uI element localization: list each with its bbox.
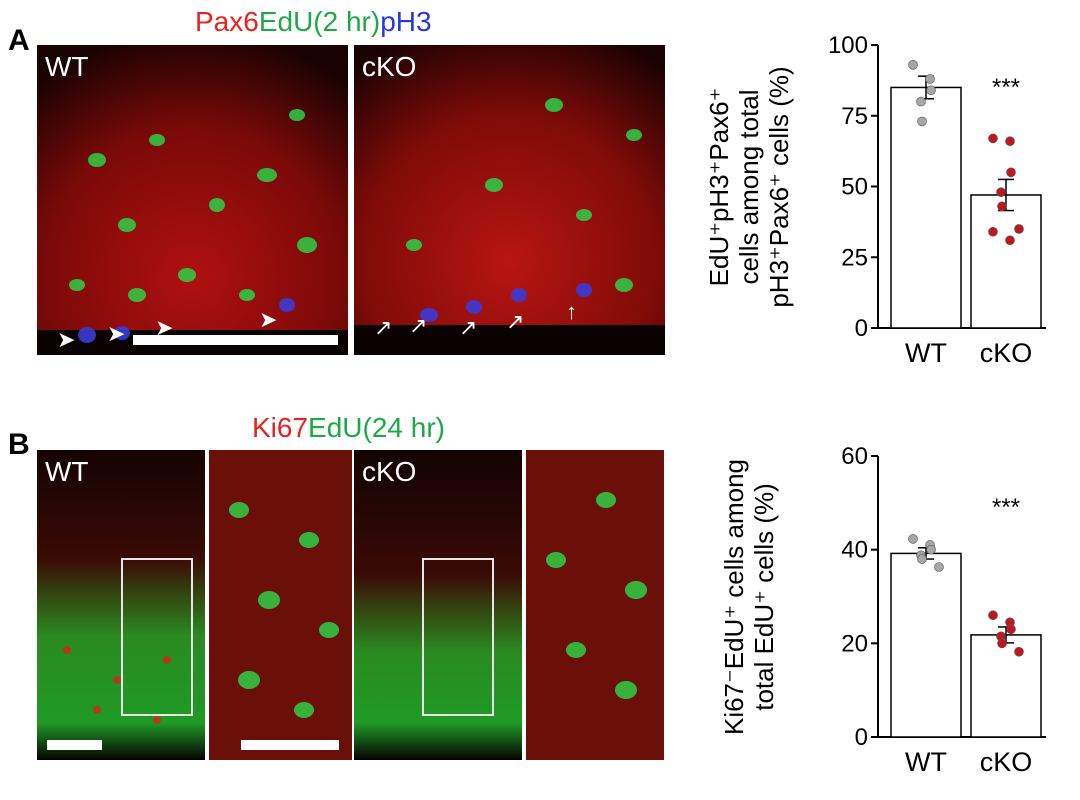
bar-chart-b: 0 20 40 60 WT cKO *** Ki67⁻EdU⁺ cells among tota… (719, 443, 1046, 777)
data-point (926, 544, 936, 555)
bar-cko (970, 194, 1042, 329)
y-tick-label: 0 (855, 724, 868, 751)
open-arrow-icon: ↗ (374, 315, 393, 340)
x-tick-label: WT (905, 338, 947, 368)
open-arrow-icon: ↗ (459, 315, 478, 340)
y-tick-label: 25 (841, 244, 868, 271)
x-tick-label: cKO (980, 747, 1033, 777)
y-tick-label: 50 (841, 174, 868, 201)
open-arrow-icon: ↗ (506, 309, 525, 334)
bar-wt (890, 552, 962, 738)
data-point (917, 554, 927, 564)
y-tick-label: 60 (841, 443, 868, 470)
micrograph-a-wt: WT ➤ ➤ ➤ ➤ (37, 45, 348, 355)
data-point (916, 96, 926, 107)
bar-chart-a: 0 25 50 75 100 WT cKO *** EdU⁺pH3⁺Pax6⁺ cells amo… (704, 32, 1046, 368)
micrograph-a-cko: cKO ↗ ↗ ↗ ↗ ↑ (354, 45, 665, 355)
y-tick-label: 75 (841, 103, 868, 130)
y-axis-label: Ki67⁻EdU⁺ cells among (719, 459, 749, 735)
bar-cko (970, 634, 1042, 738)
micrograph-b-cko-inset (526, 450, 664, 760)
arrowhead-icon: ➤ (259, 307, 278, 332)
data-point (997, 638, 1007, 649)
arrowhead-icon: ➤ (57, 327, 76, 352)
micrograph-texture (354, 45, 665, 355)
arrowhead-icon: ➤ (155, 315, 174, 340)
data-point (1005, 235, 1015, 246)
stain-edu-24hr: EdU(24 hr) (308, 412, 445, 443)
micrograph-texture (526, 450, 664, 760)
data-point (917, 116, 927, 127)
y-tick-label: 40 (841, 537, 868, 564)
data-point (988, 133, 998, 144)
stain-edu-2hr: EdU(2 hr) (258, 6, 381, 37)
micrograph-texture (354, 450, 522, 760)
data-point (926, 85, 936, 96)
open-arrow-icon: ↗ (409, 313, 428, 338)
data-point (988, 226, 998, 237)
y-axis-label: EdU⁺pH3⁺Pax6⁺ (704, 88, 734, 287)
data-point (1006, 624, 1016, 635)
panel-a-stain-title: Pax6EdU(2 hr)pH3 (195, 6, 432, 38)
panel-a-letter: A (8, 24, 30, 57)
significance-label: *** (992, 494, 1020, 521)
micrograph-label: cKO (362, 51, 417, 82)
micrograph-b-wt-inset (209, 450, 352, 760)
inset-box (121, 558, 193, 716)
data-point (1005, 136, 1015, 147)
data-point (908, 534, 918, 544)
micrograph-texture (37, 45, 348, 355)
y-axis-label: total EdU⁺ cells (%) (749, 483, 779, 711)
bar-wt (890, 86, 962, 329)
micrograph-label: WT (45, 456, 89, 487)
significance-label: *** (992, 74, 1020, 101)
x-tick-label: cKO (980, 338, 1033, 368)
micrograph-b-cko: cKO (354, 450, 522, 760)
data-point (988, 610, 998, 621)
y-tick-label: 100 (828, 32, 868, 59)
y-tick-label: 0 (855, 315, 868, 342)
panel-b-letter: B (8, 428, 30, 461)
inset-box (422, 558, 494, 716)
data-point (934, 562, 944, 572)
x-tick-label: WT (905, 747, 947, 777)
scale-bar (133, 335, 338, 345)
data-point (1014, 646, 1024, 657)
micrograph-texture (209, 450, 352, 760)
arrowhead-icon: ➤ (107, 321, 126, 346)
scale-bar (241, 740, 339, 750)
stain-ph3: pH3 (380, 6, 432, 37)
stain-ki67: Ki67 (252, 412, 309, 443)
y-tick-label: 20 (841, 630, 868, 657)
data-point (908, 60, 918, 70)
micrograph-b-wt: WT (37, 450, 205, 760)
stain-pax6: Pax6 (195, 6, 259, 37)
data-point (1006, 167, 1016, 178)
data-point (925, 74, 935, 84)
panel-b-stain-title: Ki67EdU(24 hr) (252, 412, 445, 444)
micrograph-label: cKO (362, 456, 417, 487)
open-arrow-icon: ↑ (566, 299, 577, 324)
micrograph-label: WT (45, 51, 89, 82)
y-axis-label: pH3⁺Pax6⁺ cells (%) (764, 66, 794, 307)
y-axis-label: cells among total (734, 89, 764, 284)
data-point (1014, 224, 1024, 234)
scale-bar (47, 740, 102, 750)
data-point (997, 201, 1007, 212)
data-point (996, 187, 1006, 197)
